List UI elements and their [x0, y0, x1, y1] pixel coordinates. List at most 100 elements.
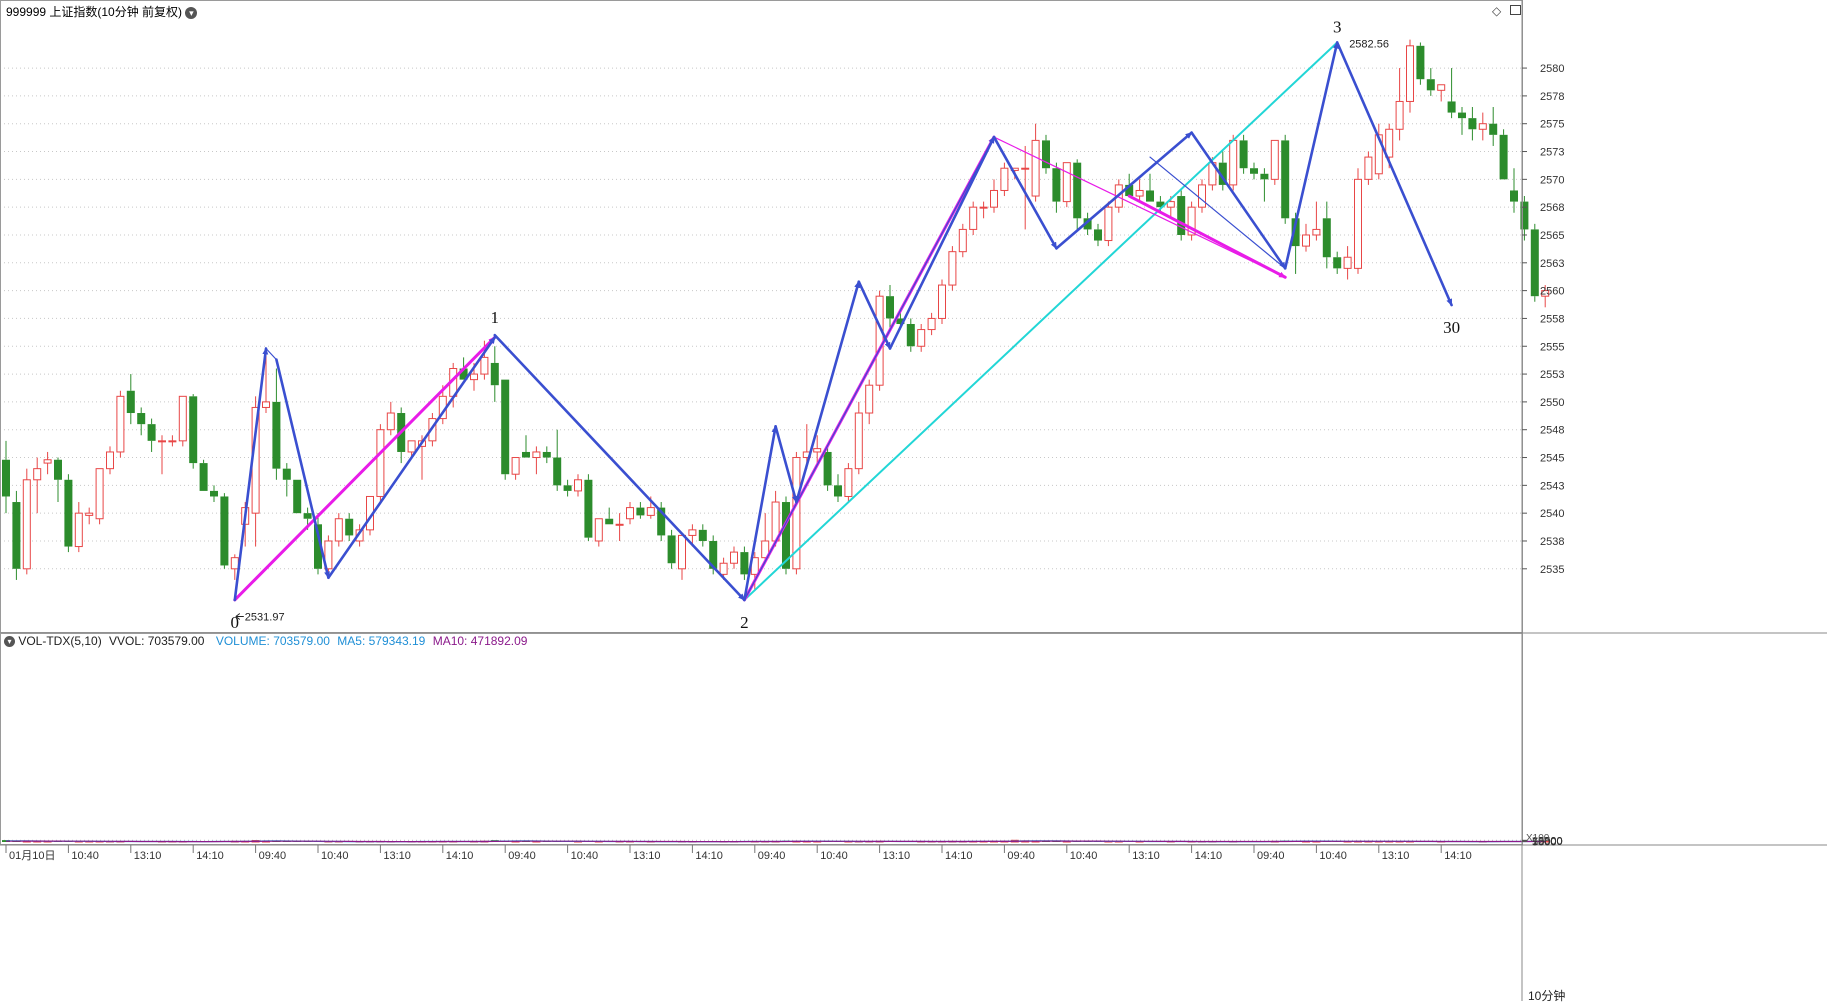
price-tick-label: 2535 [1540, 564, 1564, 576]
candle [1063, 163, 1070, 208]
candle [1323, 202, 1331, 269]
time-tick-label: 14:10 [695, 850, 723, 862]
price-tick-label: 2578 [1540, 91, 1564, 103]
price-tick-label: 2543 [1540, 480, 1564, 492]
candle [1416, 42, 1424, 84]
price-tick-label: 2573 [1540, 147, 1564, 159]
blue-wave-line [235, 348, 266, 599]
candle [64, 474, 72, 552]
indicator-menu-icon[interactable]: ▾ [4, 636, 15, 647]
candle [335, 513, 342, 546]
candle [107, 446, 114, 474]
candle [1188, 202, 1195, 241]
candle [377, 424, 384, 502]
blue-wave-line [859, 282, 890, 349]
wave-point-label: 30 [1443, 318, 1460, 337]
price-tick-label: 2560 [1540, 286, 1564, 298]
candle [564, 480, 572, 497]
blue-wave-line [328, 337, 494, 577]
time-tick-label: 10:40 [1070, 850, 1098, 862]
time-tick-label: 13:10 [883, 850, 911, 862]
vvol-label: VVOL: [109, 634, 144, 648]
candle [1500, 129, 1508, 179]
candle [1001, 163, 1008, 196]
time-tick-label: 14:10 [1444, 850, 1472, 862]
candle [1448, 68, 1456, 118]
time-tick-label: 14:10 [196, 850, 224, 862]
period-label[interactable]: 10分钟 [1528, 987, 1565, 1004]
volume-indicator-header[interactable]: ▾ VOL-TDX(5,10) VVOL: 703579.00 VOLUME: … [4, 634, 527, 648]
candle [2, 441, 10, 513]
candle [1458, 107, 1466, 135]
blue-thin-line [266, 348, 276, 359]
candle [1355, 168, 1362, 274]
wave-lines [235, 42, 1452, 599]
candle [1105, 202, 1112, 247]
candle [533, 446, 540, 474]
candle [845, 463, 852, 502]
candle [117, 391, 124, 458]
candle [1219, 152, 1227, 191]
chevron-down-icon[interactable]: ▾ [185, 7, 197, 19]
price-tick-label: 2570 [1540, 174, 1564, 186]
time-tick-label: 13:10 [1132, 850, 1160, 862]
candle [1333, 252, 1341, 274]
candle [636, 502, 644, 519]
price-candles [2, 40, 1549, 591]
candle [1073, 159, 1081, 229]
candle [86, 508, 93, 525]
candle [1094, 224, 1102, 246]
candle [522, 435, 530, 457]
time-tick-label: 10:40 [321, 850, 349, 862]
price-tick-label: 2538 [1540, 536, 1564, 548]
diamond-icon[interactable]: ◇ [1492, 4, 1501, 18]
price-tick-label: 2550 [1540, 397, 1564, 409]
candle [699, 524, 707, 546]
chart-title: 999999 上证指数(10分钟 前复权) [6, 5, 182, 19]
candle [575, 474, 582, 496]
time-tick-label: 13:10 [1382, 850, 1410, 862]
price-tick-label: 2548 [1540, 425, 1564, 437]
candle [127, 374, 135, 424]
candle [970, 202, 977, 235]
candle [210, 485, 218, 502]
candle [876, 291, 883, 391]
price-tick-label: 2553 [1540, 369, 1564, 381]
candle [1489, 107, 1497, 146]
time-tick-label: 10:40 [71, 850, 99, 862]
candle [34, 458, 41, 514]
candle [148, 419, 156, 452]
price-tick-label: 2555 [1540, 341, 1564, 353]
price-tick-label: 2580 [1540, 63, 1564, 75]
candle [189, 394, 197, 469]
indicator-name: VOL-TDX(5,10) [18, 634, 101, 648]
candle [679, 535, 686, 580]
candle [553, 430, 561, 491]
candle [137, 407, 145, 435]
time-tick-label: 09:40 [508, 850, 536, 862]
candle [159, 435, 166, 474]
candle [1468, 107, 1476, 140]
candle [605, 508, 613, 525]
blue-thin-line [744, 137, 994, 600]
price-tick-label: 2545 [1540, 453, 1564, 465]
candle [949, 246, 956, 291]
candle [668, 530, 676, 569]
candle [283, 463, 291, 496]
price-tick-label: 2568 [1540, 202, 1564, 214]
candle [1146, 174, 1154, 202]
candle [1271, 140, 1278, 185]
chart-title-bar[interactable]: 999999 上证指数(10分钟 前复权) ▾ [6, 3, 197, 20]
time-tick-label: 13:10 [383, 850, 411, 862]
candle [1177, 190, 1185, 240]
wave-point-label: 0 [231, 613, 240, 632]
panel-toggle-icon[interactable] [1510, 4, 1521, 18]
ma5-value: 579343.19 [369, 634, 426, 648]
candle [54, 458, 62, 503]
price-tick-label: 2540 [1540, 508, 1564, 520]
candle [179, 396, 186, 446]
candle [1052, 163, 1060, 213]
candle [1199, 179, 1206, 212]
